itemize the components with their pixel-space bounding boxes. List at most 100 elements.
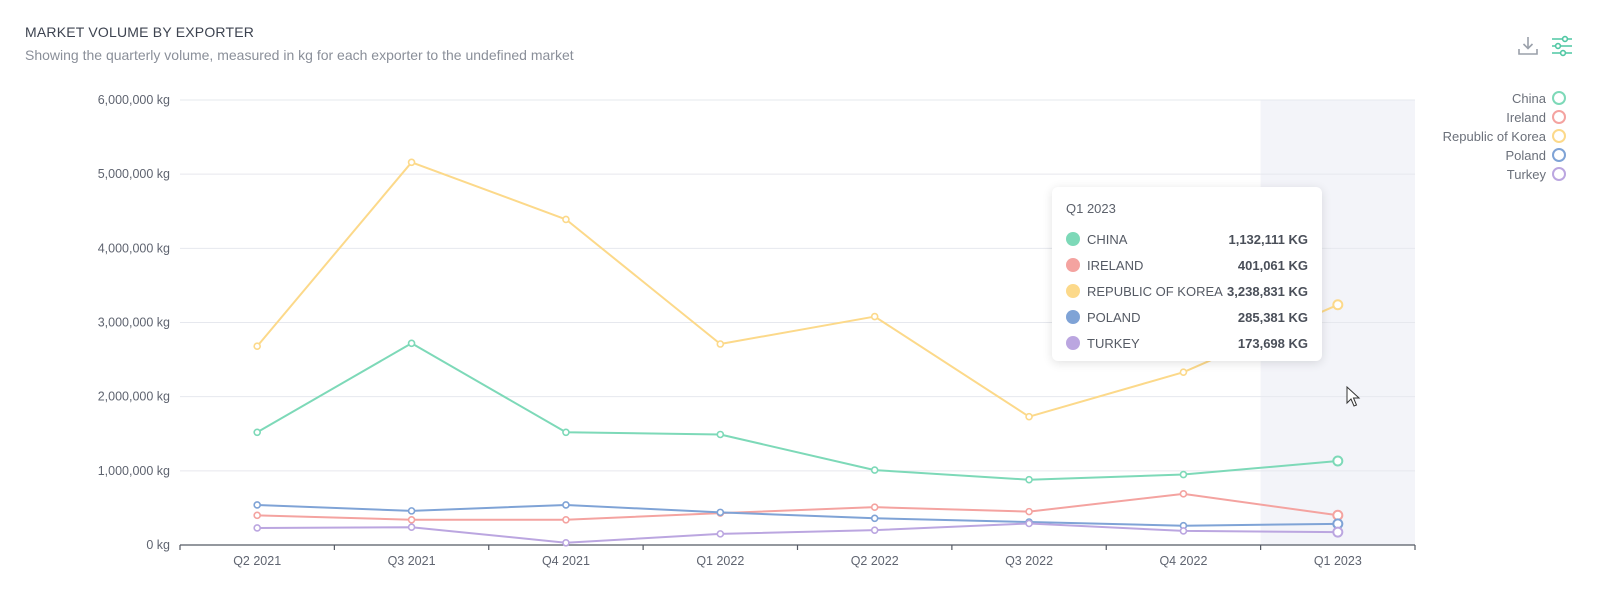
data-point-republic-of-korea xyxy=(716,340,725,348)
y-tick-label: 3,000,000 kg xyxy=(98,316,170,330)
series-line-turkey xyxy=(257,522,1338,544)
x-tick-label: Q4 2021 xyxy=(542,554,590,568)
data-point-turkey xyxy=(716,530,725,538)
y-tick-label: 0 kg xyxy=(146,538,170,552)
tooltip-row: Republic of Korea 3,238,831 KG xyxy=(1066,278,1308,304)
y-tick-label: 1,000,000 kg xyxy=(98,464,170,478)
data-point-ireland xyxy=(562,515,570,524)
data-point-republic-of-korea xyxy=(870,312,879,321)
chart-subtitle: Showing the quarterly volume, measured i… xyxy=(25,47,574,63)
y-tick-label: 5,000,000 kg xyxy=(98,167,170,181)
legend-item-china[interactable]: China xyxy=(1512,90,1566,106)
legend-label: Ireland xyxy=(1506,109,1546,125)
data-point-china xyxy=(870,466,879,474)
data-point-republic-of-korea xyxy=(1179,368,1188,376)
legend-item-poland[interactable]: Poland xyxy=(1506,147,1566,163)
data-point-republic-of-korea xyxy=(407,158,416,167)
tooltip-series-value: 1,132,111 KG xyxy=(1228,231,1308,247)
series-line-ireland xyxy=(257,492,1338,521)
tooltip-series-name: Poland xyxy=(1087,309,1141,325)
data-point-china xyxy=(716,430,725,439)
data-point-republic-of-korea xyxy=(1332,299,1344,311)
x-tick-label: Q2 2021 xyxy=(233,554,281,568)
data-point-ireland xyxy=(407,515,416,524)
tooltip-dot-icon xyxy=(1066,284,1080,298)
data-point-poland xyxy=(253,501,261,509)
data-point-poland xyxy=(716,508,725,517)
tooltip-title: Q1 2023 xyxy=(1066,201,1116,216)
data-point-turkey xyxy=(407,523,416,532)
data-point-turkey xyxy=(253,524,261,532)
x-tick-label: Q3 2021 xyxy=(388,554,436,568)
data-point-turkey xyxy=(562,538,570,547)
tooltip-series-name: Ireland xyxy=(1087,257,1144,273)
data-point-ireland xyxy=(1179,490,1188,498)
mouse-cursor-icon xyxy=(1346,385,1361,407)
y-tick-label: 4,000,000 kg xyxy=(98,241,170,255)
legend-item-republic-of-korea[interactable]: Republic of Korea xyxy=(1443,128,1566,144)
legend-item-ireland[interactable]: Ireland xyxy=(1506,109,1566,125)
tooltip-series-value: 173,698 KG xyxy=(1237,335,1308,351)
legend-label: Turkey xyxy=(1506,166,1546,182)
tooltip-dot-icon xyxy=(1066,336,1080,350)
tooltip-series-value: 285,381 KG xyxy=(1237,309,1308,325)
data-point-china xyxy=(562,428,570,437)
data-point-poland xyxy=(870,514,879,523)
data-point-republic-of-korea xyxy=(1025,412,1033,421)
tooltip-dot-icon xyxy=(1066,258,1080,272)
legend-label: Republic of Korea xyxy=(1442,128,1546,144)
legend-marker-icon xyxy=(1552,148,1566,162)
tooltip-row: China 1,132,111 KG xyxy=(1066,226,1308,252)
data-point-turkey xyxy=(870,526,879,534)
data-point-china xyxy=(407,339,416,348)
tooltip-row: Poland 285,381 KG xyxy=(1066,304,1308,330)
chart-legend: China Ireland Republic of Korea Poland Turke… xyxy=(1443,90,1566,182)
legend-label: China xyxy=(1512,90,1546,106)
legend-label: Poland xyxy=(1505,147,1546,163)
tooltip-row: Turkey 173,698 KG xyxy=(1066,330,1308,356)
data-point-republic-of-korea xyxy=(253,342,261,351)
tooltip-row: Ireland 401,061 KG xyxy=(1066,252,1308,278)
data-point-turkey xyxy=(1332,526,1344,538)
tooltip-series-name: Republic of Korea xyxy=(1087,283,1223,299)
data-point-china xyxy=(1332,455,1344,467)
x-tick-label: Q2 2022 xyxy=(851,554,899,568)
data-point-ireland xyxy=(253,511,261,520)
tooltip-series-name: Turkey xyxy=(1087,335,1140,351)
data-point-china xyxy=(1025,475,1033,484)
chart-toolbar xyxy=(1516,34,1574,58)
tooltip-series-value: 401,061 KG xyxy=(1237,257,1308,273)
chart-tooltip: Q1 2023 China 1,132,111 KG Ireland 401,061 … xyxy=(1052,187,1322,361)
legend-marker-icon xyxy=(1552,167,1566,181)
x-tick-label: Q1 2023 xyxy=(1314,554,1362,568)
tooltip-series-name: China xyxy=(1087,231,1128,247)
legend-item-turkey[interactable]: Turkey xyxy=(1507,166,1566,182)
legend-marker-icon xyxy=(1552,110,1566,124)
data-point-china xyxy=(1179,470,1188,479)
legend-marker-icon xyxy=(1552,129,1566,143)
x-tick-label: Q1 2022 xyxy=(696,554,744,568)
chart-title: MARKET VOLUME BY EXPORTER xyxy=(25,24,255,40)
series-line-poland xyxy=(257,503,1338,527)
sliders-icon[interactable] xyxy=(1550,34,1574,58)
y-tick-label: 2,000,000 kg xyxy=(98,390,170,404)
download-icon[interactable] xyxy=(1516,34,1540,58)
data-point-china xyxy=(253,428,261,437)
data-point-republic-of-korea xyxy=(562,215,570,224)
tooltip-dot-icon xyxy=(1066,310,1080,324)
data-point-poland xyxy=(407,507,416,515)
data-point-turkey xyxy=(1025,519,1033,528)
tooltip-dot-icon xyxy=(1066,232,1080,246)
legend-marker-icon xyxy=(1552,91,1566,105)
x-tick-label: Q4 2022 xyxy=(1159,554,1207,568)
data-point-ireland xyxy=(1025,507,1033,516)
data-point-ireland xyxy=(870,503,879,511)
tooltip-series-value: 3,238,831 KG xyxy=(1227,283,1308,299)
series-line-republic-of-korea xyxy=(256,161,1339,418)
x-tick-label: Q3 2022 xyxy=(1005,554,1053,568)
data-point-turkey xyxy=(1179,527,1188,535)
data-point-poland xyxy=(562,501,570,509)
y-tick-label: 6,000,000 kg xyxy=(98,93,170,107)
series-line-china xyxy=(256,342,1338,481)
